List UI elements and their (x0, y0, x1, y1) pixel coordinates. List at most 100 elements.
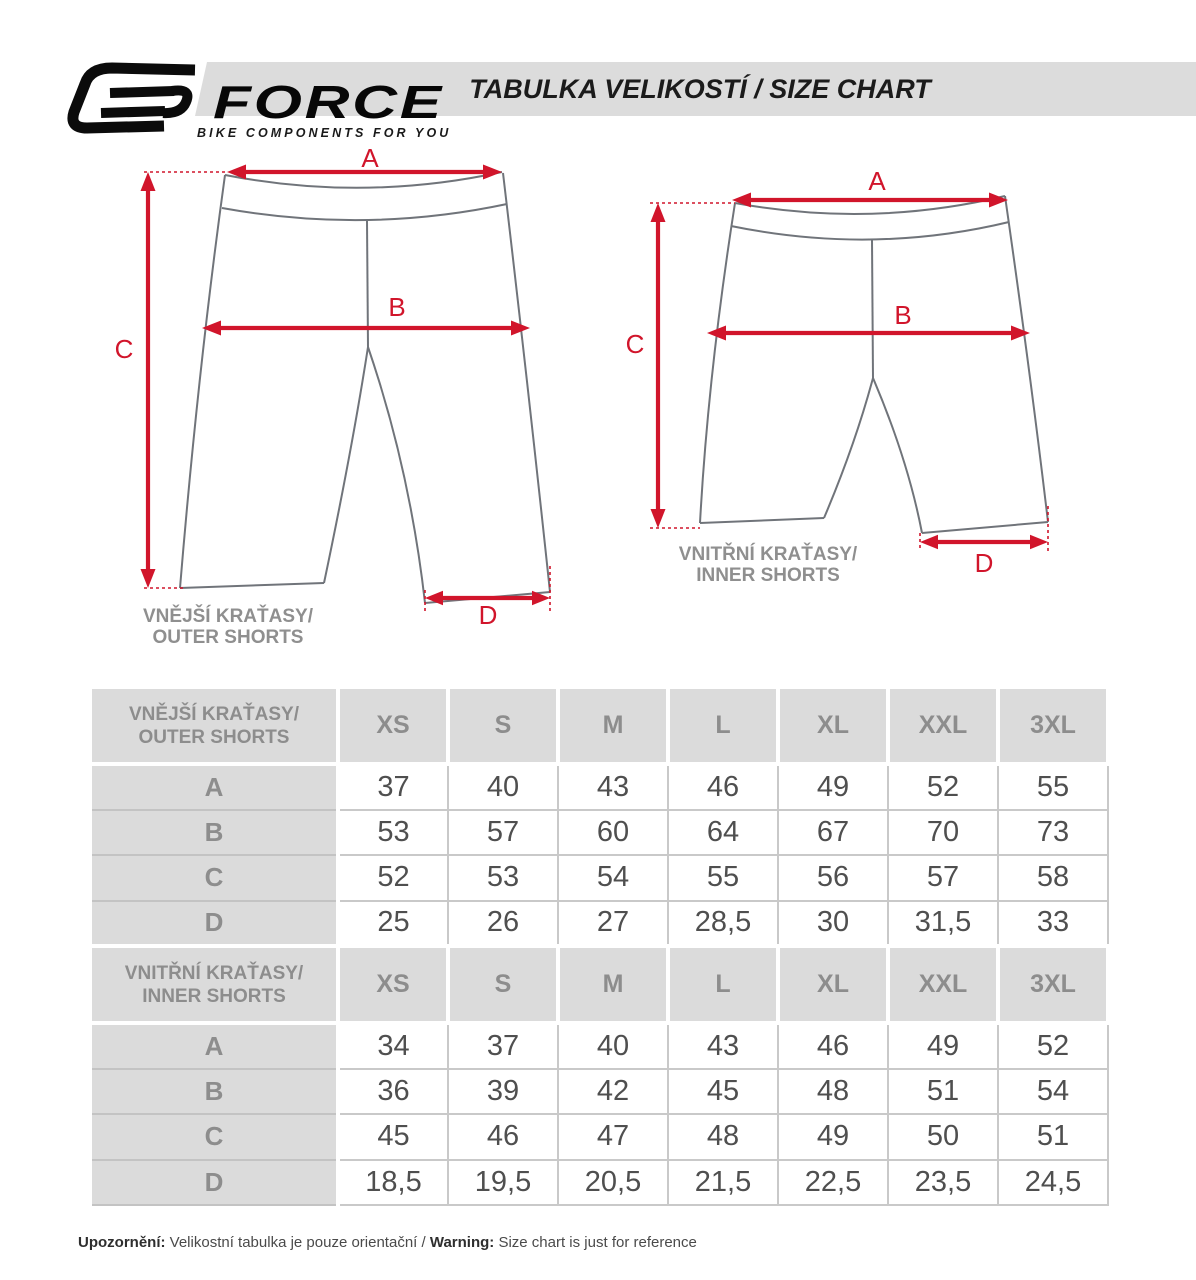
table-cell: 60 (557, 808, 669, 856)
inner-header-line2: INNER SHORTS (142, 985, 286, 1007)
table-cell: 30 (777, 899, 889, 947)
outer-caption-line2: OUTER SHORTS (152, 627, 304, 648)
table-cell: 54 (557, 854, 669, 902)
table-cell: 57 (887, 854, 999, 902)
size-header-l: L (666, 944, 780, 1025)
outer-caption-line1: VNĚJŠÍ KRAŤASY/ (143, 606, 313, 627)
table-cell: 42 (557, 1067, 669, 1115)
row-label: A (88, 1022, 340, 1070)
note-text-en: Size chart is just for reference (494, 1234, 697, 1251)
outer-shorts-outline (179, 171, 551, 604)
inner-shorts-diagram: A B C D (626, 166, 1049, 578)
table-cell: 55 (667, 854, 779, 902)
inner-header-row: VNITŘNÍ KRAŤASY/ INNER SHORTS XS S M L X… (88, 944, 1110, 1025)
outer-label-d: D (479, 600, 498, 630)
table-cell: 39 (447, 1067, 559, 1115)
outer-label-c: C (115, 334, 134, 364)
size-header-m: M (556, 685, 670, 766)
inner-shorts-caption: VNITŘNÍ KRAŤASY/ INNER SHORTS (638, 544, 898, 586)
force-logo-tagline: BIKE COMPONENTS FOR YOU (197, 126, 452, 140)
size-header-3xl: 3XL (996, 685, 1110, 766)
inner-caption-line1: VNITŘNÍ KRAŤASY/ (678, 544, 858, 565)
row-label: D (88, 1158, 340, 1206)
inner-label-c: C (626, 329, 645, 359)
size-header-m: M (556, 944, 670, 1025)
row-label: B (88, 1067, 340, 1115)
table-cell: 49 (777, 1113, 889, 1161)
table-cell: 22,5 (777, 1158, 889, 1206)
table-cell: 46 (777, 1022, 889, 1070)
table-row: D 25 26 27 28,5 30 31,5 33 (88, 899, 1109, 947)
inner-label-d: D (975, 548, 994, 578)
table-cell: 53 (337, 808, 449, 856)
table-cell: 64 (667, 808, 779, 856)
table-cell: 51 (997, 1113, 1109, 1161)
outer-header-line1: VNĚJŠÍ KRAŤASY/ (129, 703, 299, 725)
table-cell: 50 (887, 1113, 999, 1161)
size-chart-table: VNĚJŠÍ KRAŤASY/ OUTER SHORTS XS S M L XL… (88, 685, 1110, 1206)
table-cell: 58 (997, 854, 1109, 902)
table-cell: 20,5 (557, 1158, 669, 1206)
table-cell: 52 (887, 763, 999, 811)
table-cell: 28,5 (667, 899, 779, 947)
measure-lines-inner (650, 192, 1049, 552)
table-cell: 52 (337, 854, 449, 902)
table-row: A 34 37 40 43 46 49 52 (88, 1022, 1109, 1070)
table-cell: 46 (667, 763, 779, 811)
outer-label-b: B (388, 292, 405, 322)
table-cell: 52 (997, 1022, 1109, 1070)
table-cell: 54 (997, 1067, 1109, 1115)
table-cell: 48 (777, 1067, 889, 1115)
table-cell: 70 (887, 808, 999, 856)
table-row: D 18,5 19,5 20,5 21,5 22,5 23,5 24,5 (88, 1158, 1109, 1206)
inner-header-label: VNITŘNÍ KRAŤASY/ INNER SHORTS (88, 944, 340, 1025)
table-cell: 40 (557, 1022, 669, 1070)
outer-header-line2: OUTER SHORTS (138, 726, 290, 748)
outer-header-label: VNĚJŠÍ KRAŤASY/ OUTER SHORTS (88, 685, 340, 766)
table-cell: 43 (557, 763, 669, 811)
force-logo-icon (67, 62, 196, 134)
page-title: TABULKA VELIKOSTÍ / SIZE CHART (469, 73, 931, 104)
footer-note: Upozornění: Velikostní tabulka je pouze … (78, 1234, 697, 1251)
size-header-xxl: XXL (886, 685, 1000, 766)
table-cell: 37 (447, 1022, 559, 1070)
table-cell: 51 (887, 1067, 999, 1115)
table-cell: 49 (887, 1022, 999, 1070)
table-cell: 21,5 (667, 1158, 779, 1206)
header-banner (195, 62, 1196, 116)
table-row: C 45 46 47 48 49 50 51 (88, 1113, 1109, 1161)
force-logo-wordmark: FORCE (213, 76, 444, 128)
table-cell: 45 (337, 1113, 449, 1161)
table-cell: 40 (447, 763, 559, 811)
size-header-3xl: 3XL (996, 944, 1110, 1025)
size-header-s: S (446, 944, 560, 1025)
table-row: C 52 53 54 55 56 57 58 (88, 854, 1109, 902)
size-header-s: S (446, 685, 560, 766)
outer-shorts-caption: VNĚJŠÍ KRAŤASY/ OUTER SHORTS (98, 606, 358, 648)
table-cell: 19,5 (447, 1158, 559, 1206)
row-label: D (88, 899, 340, 947)
note-label-cs: Upozornění: (78, 1234, 166, 1251)
inner-shorts-outline (699, 195, 1049, 534)
table-cell: 25 (337, 899, 449, 947)
row-label: A (88, 763, 340, 811)
row-label: B (88, 808, 340, 856)
table-cell: 45 (667, 1067, 779, 1115)
outer-shorts-diagram: A B C D (115, 143, 551, 630)
table-cell: 47 (557, 1113, 669, 1161)
table-cell: 34 (337, 1022, 449, 1070)
size-header-xs: XS (336, 944, 450, 1025)
size-header-xl: XL (776, 685, 890, 766)
outer-label-a: A (361, 143, 379, 173)
outer-header-row: VNĚJŠÍ KRAŤASY/ OUTER SHORTS XS S M L XL… (88, 685, 1110, 766)
row-label: C (88, 854, 340, 902)
table-cell: 31,5 (887, 899, 999, 947)
size-header-xl: XL (776, 944, 890, 1025)
table-cell: 53 (447, 854, 559, 902)
table-row: A 37 40 43 46 49 52 55 (88, 763, 1109, 811)
table-cell: 24,5 (997, 1158, 1109, 1206)
table-cell: 57 (447, 808, 559, 856)
table-cell: 55 (997, 763, 1109, 811)
row-label: C (88, 1113, 340, 1161)
